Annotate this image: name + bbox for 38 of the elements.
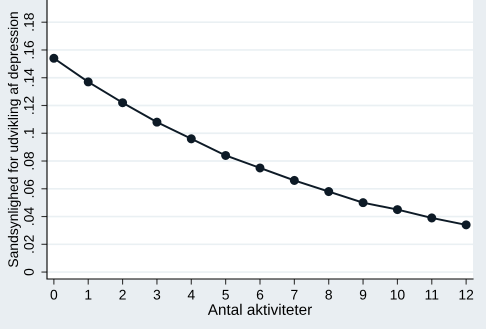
y-tick-label: .14	[24, 68, 34, 86]
y-tick-label: .04	[24, 207, 34, 225]
point	[358, 198, 368, 208]
y-tick-label: .16	[24, 40, 34, 58]
x-tick-label: 9	[360, 290, 366, 300]
y-tick-label: .12	[24, 96, 34, 114]
point	[186, 134, 196, 144]
point	[152, 118, 162, 127]
y-axis-title: Sandsynlighed for udvikling af depression	[8, 12, 21, 268]
y-tick-label: .18	[24, 13, 34, 31]
point	[49, 54, 58, 63]
y-tick-label: .08	[24, 152, 34, 170]
point	[290, 176, 299, 185]
point	[324, 187, 334, 196]
x-tick-label: 7	[291, 290, 298, 300]
y-tick-label: 0	[24, 268, 34, 276]
x-tick-label: 5	[222, 290, 229, 300]
x-tick-label: 6	[256, 290, 264, 300]
x-tick-label: 10	[390, 290, 405, 300]
x-tick-label: 0	[50, 290, 58, 300]
x-tick-label: 2	[119, 290, 126, 300]
x-tick-label: 3	[154, 290, 160, 300]
point	[462, 220, 471, 230]
point	[427, 213, 436, 222]
point	[221, 150, 230, 160]
x-tick-label: 11	[426, 290, 438, 300]
y-tick-label: .1	[24, 128, 34, 138]
point	[118, 98, 128, 108]
x-axis-title: Antal aktiviteter	[208, 304, 312, 315]
point	[392, 205, 402, 214]
x-tick-label: 8	[325, 290, 332, 300]
point	[84, 77, 93, 86]
y-tick-label: .02	[24, 235, 34, 253]
x-tick-label: 4	[188, 290, 195, 300]
x-tick-label: 12	[459, 290, 474, 300]
x-tick-label: 1	[85, 290, 92, 300]
point	[255, 163, 265, 172]
y-tick-label: .06	[24, 180, 34, 198]
